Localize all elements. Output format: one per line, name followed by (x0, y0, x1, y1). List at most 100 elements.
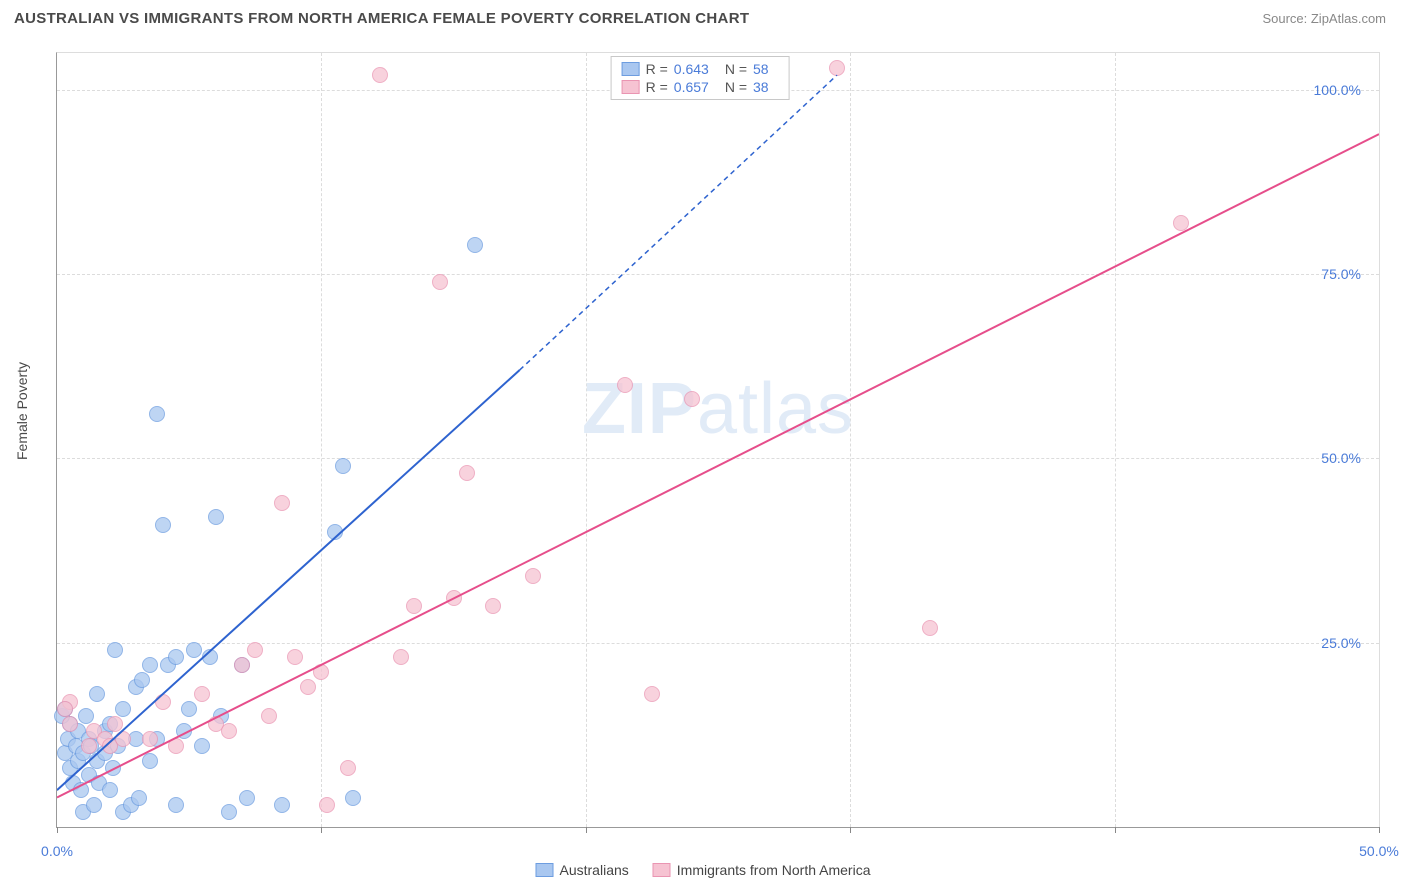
legend-item-immigrants: Immigrants from North America (653, 862, 871, 878)
data-point-pink (485, 598, 501, 614)
data-point-pink (644, 686, 660, 702)
data-point-blue (86, 797, 102, 813)
data-point-blue (134, 672, 150, 688)
title-bar: AUSTRALIAN VS IMMIGRANTS FROM NORTH AMER… (0, 0, 1406, 35)
data-point-blue (115, 701, 131, 717)
data-point-blue (327, 524, 343, 540)
swatch-blue (536, 863, 554, 877)
data-point-pink (617, 377, 633, 393)
data-point-pink (194, 686, 210, 702)
data-point-blue (73, 782, 89, 798)
swatch-pink (622, 80, 640, 94)
data-point-blue (131, 790, 147, 806)
data-point-blue (102, 782, 118, 798)
data-point-blue (89, 686, 105, 702)
data-point-blue (105, 760, 121, 776)
n-value-blue: 58 (753, 61, 769, 77)
y-tick-label: 25.0% (1321, 635, 1361, 651)
data-point-pink (57, 701, 73, 717)
data-point-pink (829, 60, 845, 76)
y-axis-label: Female Poverty (14, 362, 30, 460)
data-point-blue (168, 649, 184, 665)
data-point-pink (372, 67, 388, 83)
r-value-blue: 0.643 (674, 61, 709, 77)
swatch-blue (622, 62, 640, 76)
data-point-pink (62, 716, 78, 732)
data-point-pink (446, 590, 462, 606)
x-tick (850, 827, 851, 833)
n-label: N = (725, 79, 747, 95)
data-point-pink (81, 738, 97, 754)
data-point-blue (202, 649, 218, 665)
gridline-v (586, 53, 587, 827)
data-point-blue (149, 406, 165, 422)
r-label: R = (646, 79, 668, 95)
data-point-pink (922, 620, 938, 636)
data-point-blue (274, 797, 290, 813)
n-label: N = (725, 61, 747, 77)
r-label: R = (646, 61, 668, 77)
x-tick-label: 50.0% (1359, 843, 1399, 859)
watermark-atlas: atlas (697, 369, 854, 449)
chart-title: AUSTRALIAN VS IMMIGRANTS FROM NORTH AMER… (14, 10, 749, 27)
source-label: Source: ZipAtlas.com (1262, 11, 1386, 26)
r-value-pink: 0.657 (674, 79, 709, 95)
data-point-pink (459, 465, 475, 481)
data-point-pink (221, 723, 237, 739)
data-point-pink (319, 797, 335, 813)
swatch-pink (653, 863, 671, 877)
x-tick (57, 827, 58, 833)
x-tick-label: 0.0% (41, 843, 73, 859)
data-point-blue (107, 642, 123, 658)
y-tick-label: 50.0% (1321, 450, 1361, 466)
legend-label: Immigrants from North America (677, 862, 871, 878)
gridline-v (850, 53, 851, 827)
data-point-blue (194, 738, 210, 754)
data-point-pink (684, 391, 700, 407)
data-point-blue (155, 517, 171, 533)
data-point-pink (247, 642, 263, 658)
chart-container: Female Poverty ZIPatlas R = 0.643 N = 58… (14, 38, 1392, 882)
data-point-pink (287, 649, 303, 665)
data-point-blue (186, 642, 202, 658)
watermark-zip: ZIP (582, 369, 697, 449)
x-tick (1115, 827, 1116, 833)
trend-lines (57, 53, 1379, 827)
legend-bottom: Australians Immigrants from North Americ… (536, 862, 871, 878)
n-value-pink: 38 (753, 79, 769, 95)
x-tick (1379, 827, 1380, 833)
data-point-pink (393, 649, 409, 665)
data-point-blue (181, 701, 197, 717)
data-point-blue (168, 797, 184, 813)
legend-label: Australians (560, 862, 629, 878)
gridline-h (57, 274, 1379, 275)
data-point-blue (78, 708, 94, 724)
legend-row-blue: R = 0.643 N = 58 (622, 60, 779, 78)
data-point-blue (142, 753, 158, 769)
legend-correlation: R = 0.643 N = 58 R = 0.657 N = 38 (611, 56, 790, 100)
data-point-pink (340, 760, 356, 776)
data-point-pink (115, 731, 131, 747)
data-point-pink (261, 708, 277, 724)
data-point-pink (107, 716, 123, 732)
data-point-pink (234, 657, 250, 673)
data-point-blue (221, 804, 237, 820)
data-point-pink (168, 738, 184, 754)
data-point-pink (1173, 215, 1189, 231)
data-point-pink (142, 731, 158, 747)
x-tick (586, 827, 587, 833)
data-point-pink (313, 664, 329, 680)
data-point-blue (142, 657, 158, 673)
y-tick-label: 100.0% (1314, 82, 1361, 98)
data-point-blue (176, 723, 192, 739)
legend-row-pink: R = 0.657 N = 38 (622, 78, 779, 96)
plot-area: ZIPatlas R = 0.643 N = 58 R = 0.657 N = … (56, 52, 1380, 828)
data-point-pink (525, 568, 541, 584)
data-point-pink (300, 679, 316, 695)
data-point-blue (208, 509, 224, 525)
gridline-v (1115, 53, 1116, 827)
legend-item-australians: Australians (536, 862, 629, 878)
gridline-h (57, 458, 1379, 459)
x-tick (321, 827, 322, 833)
y-tick-label: 75.0% (1321, 266, 1361, 282)
